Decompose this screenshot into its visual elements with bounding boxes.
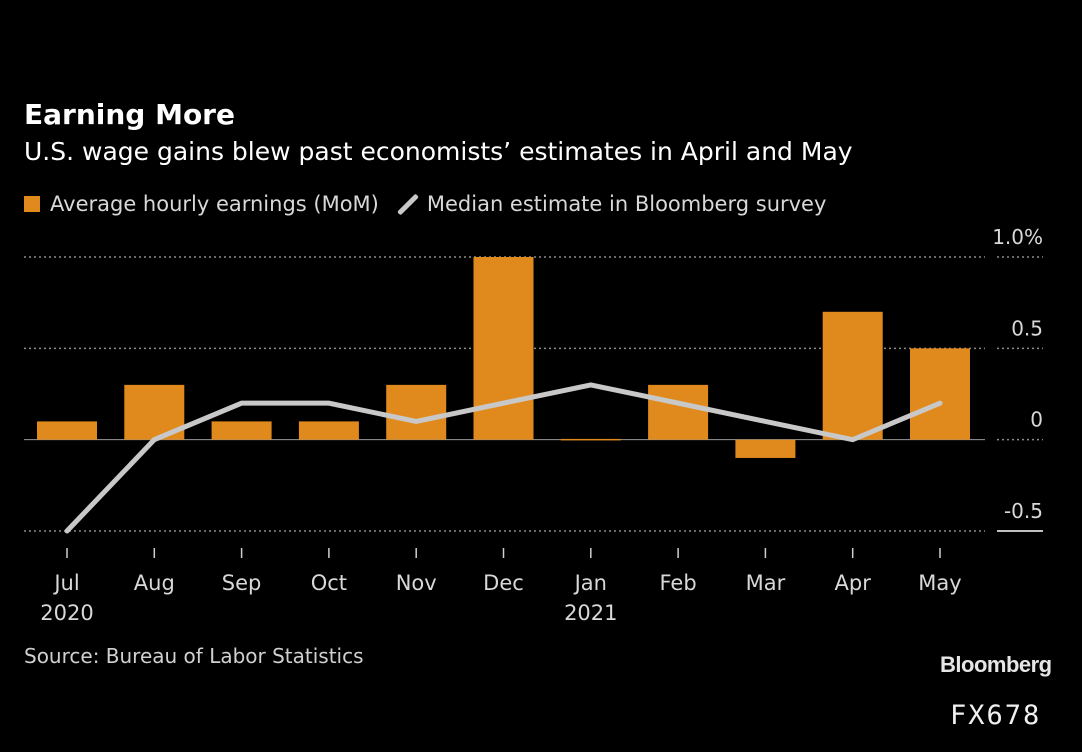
source-note: Source: Bureau of Labor Statistics bbox=[24, 644, 364, 668]
bar bbox=[37, 421, 97, 440]
x-tick-label: Sep bbox=[222, 571, 262, 595]
estimate-line bbox=[64, 382, 943, 534]
legend-label-estimate: Median estimate in Bloomberg survey bbox=[426, 192, 827, 216]
legend-bar-swatch bbox=[24, 196, 40, 212]
legend: Average hourly earnings (MoM) Median est… bbox=[24, 191, 826, 217]
x-year-label: 2021 bbox=[564, 601, 617, 625]
x-tick-label: Dec bbox=[483, 571, 524, 595]
x-tick-label: Jan bbox=[573, 571, 607, 595]
x-tick-label: Mar bbox=[746, 571, 786, 595]
bar bbox=[560, 438, 621, 441]
bar bbox=[822, 311, 883, 440]
y-tick-label: 0.5 bbox=[1011, 316, 1043, 340]
legend-label-earnings: Average hourly earnings (MoM) bbox=[50, 192, 379, 216]
x-tick-label: Apr bbox=[835, 571, 872, 595]
x-tick-label: May bbox=[918, 571, 961, 595]
bloomberg-logo: Bloomberg bbox=[940, 652, 1052, 677]
y-tick-label: 1.0% bbox=[992, 225, 1043, 249]
x-tick-label: Oct bbox=[311, 571, 347, 595]
chart-title: Earning More bbox=[24, 98, 235, 131]
bar bbox=[648, 384, 709, 440]
bar bbox=[473, 257, 534, 440]
x-tick-label: Aug bbox=[134, 571, 175, 595]
bar bbox=[298, 421, 359, 440]
x-tick-label: Feb bbox=[660, 571, 697, 595]
watermark: FX678 bbox=[950, 700, 1042, 731]
y-tick-label: 0 bbox=[1030, 408, 1043, 432]
x-tick-label: Jul bbox=[52, 571, 79, 595]
x-year-label: 2020 bbox=[40, 601, 93, 625]
bar bbox=[910, 348, 970, 440]
bar bbox=[211, 421, 272, 440]
chart-subtitle: U.S. wage gains blew past economists’ es… bbox=[24, 137, 853, 166]
bar bbox=[735, 439, 796, 458]
y-tick-label: -0.5 bbox=[1004, 499, 1043, 523]
bar bbox=[386, 384, 447, 440]
x-tick-label: Nov bbox=[396, 571, 437, 595]
